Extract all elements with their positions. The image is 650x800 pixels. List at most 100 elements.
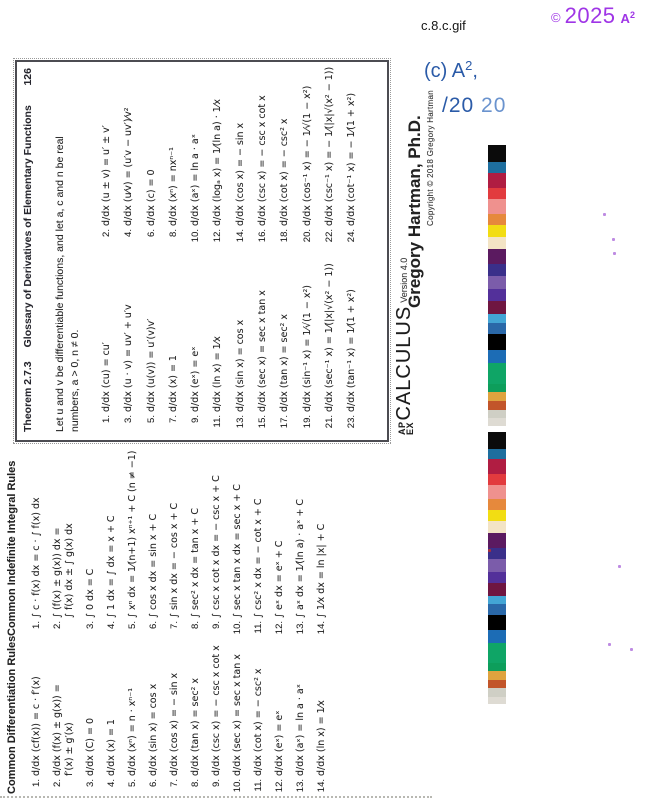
- theorem-label: Theorem 2.7.3: [22, 361, 34, 432]
- rule-item: 1. d/dx (cf(x)) = c · f′(x): [31, 676, 42, 787]
- rule-item: 7. ∫ sin x dx = − cos x + C: [169, 502, 180, 629]
- color-swatch: [488, 696, 506, 704]
- color-swatch: [488, 322, 506, 334]
- rule-item: 5. d/dx (xⁿ) = n · xⁿ⁻¹: [127, 687, 138, 787]
- color-swatch: [488, 532, 506, 548]
- page-number: 126: [22, 68, 34, 86]
- formula-row: 2. d/dx (u ± v) = u′ ± v′: [101, 125, 112, 237]
- watermark-brand: A: [620, 11, 630, 26]
- color-swatch: [488, 509, 506, 522]
- formula-row: 5. d/dx (u(v)) = u′(v)v′: [145, 318, 157, 423]
- page-edge-perforation: [0, 796, 432, 798]
- formula-row: 18. d/dx (cot x) = − csc² x: [279, 118, 291, 243]
- watermark-brand-superscript: 2: [629, 10, 635, 20]
- rule-item: 8. ∫ sec² x dx = tan x + C: [190, 508, 201, 629]
- formula-row: 4. d/dx (u⁄v) = (u′v − uv′)⁄v²: [123, 107, 135, 237]
- color-swatch: [488, 595, 506, 605]
- watermark-year: 2025: [564, 3, 616, 28]
- color-swatch: [488, 679, 506, 689]
- rule-item: 11. ∫ csc² x dx = − cot x + C: [253, 498, 264, 634]
- rule-item: 10. ∫ sec x tan x dx = sec x + C: [232, 484, 243, 635]
- formula-row: 6. d/dx (c) = 0: [145, 169, 157, 237]
- color-swatch: [488, 188, 506, 200]
- rule-item: 13. d/dx (aˣ) = ln a · aˣ: [295, 684, 306, 793]
- rule-item: 10. d/dx (sec x) = sec x tan x: [232, 654, 243, 793]
- rule-item: 13. ∫ aˣ dx = 1⁄(ln a) · aˣ + C: [295, 499, 306, 635]
- integral-rules-header: Common Indefinite Integral Rules: [6, 460, 18, 636]
- theorem-box: Theorem 2.7.3 Glossary of Derivatives of…: [13, 57, 391, 445]
- copyright-icon: ©: [551, 10, 561, 25]
- color-swatch: [488, 363, 506, 384]
- formula-row: 9. d/dx (eˣ) = eˣ: [190, 346, 202, 423]
- rule-item: 7. d/dx (cos x) = − sin x: [169, 672, 180, 787]
- blue-mark-brand: A: [451, 60, 466, 82]
- color-swatch: [488, 499, 506, 510]
- color-swatch: [488, 432, 506, 449]
- calculus-wordmark: CALCULUS: [393, 305, 415, 421]
- color-swatch: [488, 289, 506, 302]
- color-swatch: [488, 409, 506, 419]
- rule-item: 1. ∫ c · f(x) dx = c · ∫ f(x) dx: [31, 497, 42, 629]
- formula-column-odd: 1. d/dx (cu) = cu′ 3. d/dx (u · v) = uv′ + …: [101, 246, 385, 432]
- color-swatch: [488, 173, 506, 189]
- color-swatch: [488, 214, 506, 226]
- blue-mark-comma: ,: [472, 60, 478, 82]
- color-swatch: [488, 401, 506, 410]
- formula-row: 16. d/dx (csc x) = − csc x cot x: [257, 95, 269, 243]
- formula-row: 20. d/dx (cos⁻¹ x) = − 1⁄√(1 − x²): [301, 85, 313, 243]
- color-swatch: [488, 614, 506, 631]
- formula-row: 8. d/dx (xⁿ) = nxⁿ⁻¹: [167, 147, 179, 237]
- color-swatch: [488, 671, 506, 680]
- blue-mark-slash20: /20: [442, 94, 475, 117]
- rule-item: 3. d/dx (C) = 0: [85, 718, 96, 787]
- color-swatch: [488, 583, 506, 596]
- rule-item: 6. d/dx (sin x) = cos x: [148, 683, 159, 787]
- formula-column-even: 2. d/dx (u ± v) = u′ ± v′ 4. d/dx (u⁄v) = (…: [101, 60, 385, 246]
- copyright-line: Copyright © 2018 Gregory Hartman: [426, 90, 435, 226]
- formula-row: 21. d/dx (sec⁻¹ x) = 1⁄(|x|√(x² − 1)): [323, 263, 335, 429]
- color-swatch: [488, 663, 506, 672]
- apex-logo-stack: AP EX: [397, 421, 415, 435]
- theorem-intro: Let u and v be differentiable functions,…: [53, 136, 83, 432]
- formula-row: 17. d/dx (tan x) = sec² x: [279, 314, 291, 429]
- copyright-2025-watermark: © 2025 A 2: [551, 3, 635, 29]
- color-swatch: [488, 459, 506, 474]
- color-swatch: [488, 145, 506, 163]
- noise-speck: [630, 648, 633, 651]
- color-swatch: [488, 237, 506, 250]
- rule-item: 12. d/dx (eˣ) = eˣ: [274, 710, 285, 793]
- author-block: Gregory Hartman, Ph.D. Copyright © 2018 …: [405, 90, 435, 308]
- rule-item: 12. ∫ eˣ dx = eˣ + C: [274, 540, 285, 635]
- color-swatch: [488, 559, 506, 572]
- color-swatch: [488, 249, 506, 265]
- rule-item: 6. ∫ cos x dx = sin x + C: [148, 513, 159, 629]
- formula-row: 23. d/dx (tan⁻¹ x) = 1⁄(1 + x²): [346, 289, 358, 429]
- formula-row: 14. d/dx (cos x) = − sin x: [234, 122, 246, 243]
- rule-item: 8. d/dx (tan x) = sec² x: [190, 678, 201, 787]
- noise-speck: [618, 565, 621, 568]
- color-swatch: [488, 276, 506, 290]
- color-swatch: [488, 162, 506, 174]
- color-swatch: [488, 418, 506, 426]
- apex-logo-bottom: EX: [405, 421, 415, 435]
- color-swatch: [488, 547, 506, 560]
- rule-item: 11. d/dx (cot x) = − csc² x: [253, 668, 264, 792]
- noise-speck: [613, 252, 616, 255]
- rule-item: 2. d/dx (f(x) ± g(x)) = f′(x) ± g′(x): [52, 684, 75, 787]
- author-name: Gregory Hartman, Ph.D.: [405, 115, 424, 308]
- formula-row: 19. d/dx (sin⁻¹ x) = 1⁄√(1 − x²): [301, 285, 313, 429]
- formula-row: 3. d/dx (u · v) = uv′ + u′v: [123, 304, 135, 423]
- derivative-formula-columns: 1. d/dx (cu) = cu′ 3. d/dx (u · v) = uv′ + …: [101, 64, 385, 432]
- differentiation-rules-column: Common Differentiation Rules 1. d/dx (cf(…: [6, 636, 337, 794]
- formula-row: 15. d/dx (sec x) = sec x tan x: [257, 290, 269, 429]
- color-swatch: [488, 630, 506, 644]
- color-calibration-bar-bottom: [488, 432, 506, 704]
- color-swatch: [488, 225, 506, 238]
- rules-sheet: Common Differentiation Rules 1. d/dx (cf(…: [6, 440, 466, 794]
- theorem-title-row: Theorem 2.7.3 Glossary of Derivatives of…: [22, 68, 34, 432]
- formula-row: 1. d/dx (cu) = cu′: [101, 342, 112, 423]
- rule-item: 9. ∫ csc x cot x dx = − csc x + C: [211, 475, 222, 629]
- color-swatch: [488, 484, 506, 500]
- color-calibration-bar-top: [488, 145, 506, 426]
- color-swatch: [488, 314, 506, 323]
